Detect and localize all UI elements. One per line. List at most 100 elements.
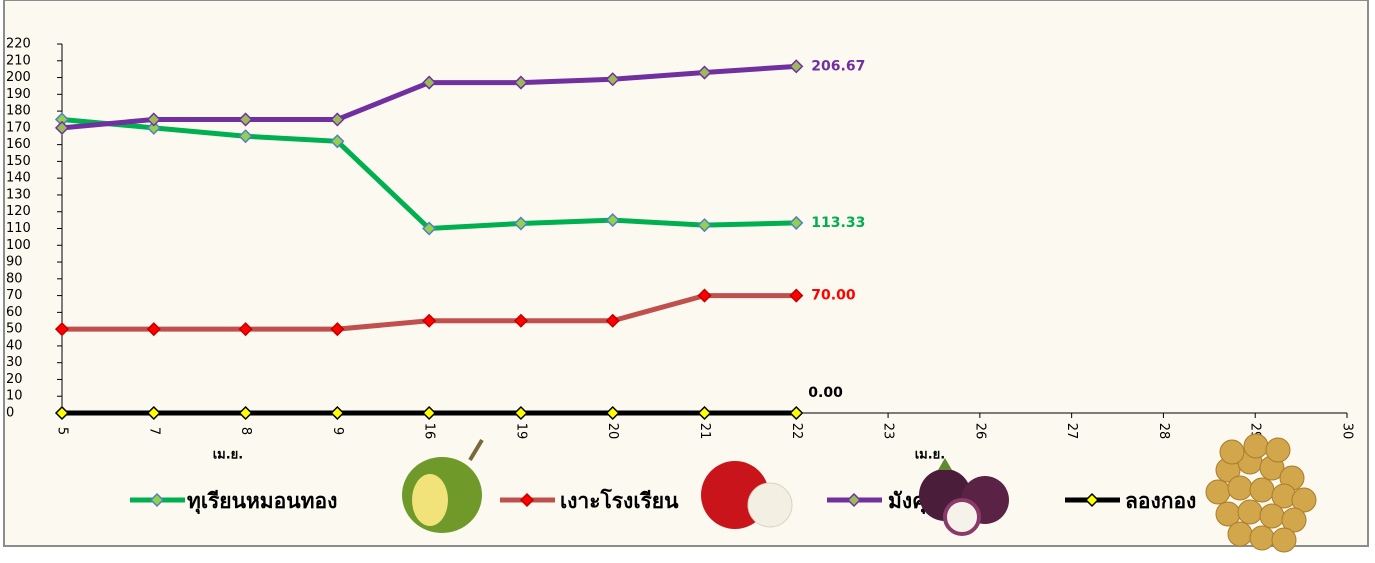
x-tick-label: 22 [789, 423, 804, 440]
chart-frame [3, 0, 1369, 547]
marker [238, 129, 253, 144]
y-tick-label: 160 [6, 137, 31, 152]
marker [54, 405, 70, 421]
x-tick-label: 26 [972, 423, 987, 440]
marker [789, 59, 804, 74]
marker [330, 134, 345, 149]
y-tick-label: 110 [6, 221, 31, 236]
x-tick-label: 27 [1064, 423, 1079, 440]
marker [513, 216, 528, 231]
legend-label: ทุเรียนหมอนทอง [187, 489, 337, 515]
value-label: 206.67 [811, 58, 865, 74]
durian-image [402, 438, 484, 533]
longan-fruit [1227, 521, 1253, 547]
x-tick-label: 28 [1156, 423, 1171, 440]
marker [789, 288, 804, 303]
x-tick-label: 5 [55, 427, 70, 435]
x-tick-label: 20 [605, 423, 620, 440]
marker [422, 313, 437, 328]
fruit-images [402, 433, 1317, 553]
longan-fruit [1271, 527, 1297, 553]
y-tick-label: 150 [6, 154, 31, 169]
x-tick-label: 19 [513, 423, 528, 440]
longan-fruit [1249, 477, 1275, 503]
x-tick-label: 21 [697, 423, 712, 440]
longan-fruit [1237, 499, 1263, 525]
marker [605, 72, 620, 87]
marker [330, 112, 345, 127]
y-tick-label: 170 [6, 120, 31, 135]
y-tick-label: 200 [6, 70, 31, 85]
longan-fruit [1265, 437, 1291, 463]
x-tick-label: 7 [146, 427, 161, 435]
longan-image [1205, 433, 1317, 553]
marker [146, 120, 161, 135]
marker [605, 313, 620, 328]
marker [422, 221, 437, 236]
marker [146, 112, 161, 127]
marker [605, 405, 620, 421]
marker [238, 322, 253, 337]
marker [846, 492, 862, 508]
plot-area: 0102030405060708090100110120130140150160… [6, 37, 1355, 463]
marker [238, 405, 253, 421]
longan-fruit [1205, 479, 1231, 505]
x-group-label: เม.ย. [213, 448, 244, 463]
marker [422, 405, 437, 421]
legend-label: ลองกอง [1125, 489, 1196, 513]
y-tick-label: 120 [6, 204, 31, 219]
y-tick-label: 190 [6, 87, 31, 102]
value-label: 0.00 [808, 385, 843, 401]
longan-fruit [1227, 475, 1253, 501]
marker [697, 405, 712, 421]
marker [149, 492, 165, 508]
legend: ทุเรียนหมอนทอง เงาะโรงเรียน มังคุด ลองกอง [130, 488, 1196, 515]
y-tick-label: 40 [6, 338, 23, 353]
y-tick-label: 10 [6, 389, 23, 404]
marker [519, 492, 535, 508]
y-tick-label: 140 [6, 171, 31, 186]
longan-fruit [1259, 503, 1285, 529]
value-label: 70.00 [811, 288, 856, 304]
marker [146, 322, 161, 337]
marker [54, 120, 70, 135]
y-tick-label: 0 [6, 406, 14, 421]
x-tick-label: 16 [422, 423, 437, 440]
marker [513, 313, 528, 328]
longan-fruit [1291, 487, 1317, 513]
longan-fruit [1249, 525, 1275, 551]
y-tick-label: 210 [6, 53, 31, 68]
marker [789, 215, 804, 230]
x-tick-label: 9 [330, 427, 345, 435]
mangosteen-image [919, 458, 1009, 536]
marker [330, 322, 345, 337]
marker [605, 213, 620, 228]
marker [422, 75, 437, 90]
y-tick-label: 180 [6, 104, 31, 119]
y-tick-label: 50 [6, 322, 23, 337]
y-tick-label: 130 [6, 187, 31, 202]
x-group-label: เม.ย. [915, 448, 946, 463]
legend-label: เงาะโรงเรียน [560, 488, 679, 513]
rambutan-image [701, 461, 793, 529]
marker [238, 112, 253, 127]
marker [330, 405, 345, 421]
x-tick-label: 23 [881, 423, 896, 440]
y-tick-label: 80 [6, 271, 23, 286]
marker [513, 405, 528, 421]
marker [697, 218, 712, 233]
marker [146, 405, 161, 421]
marker [697, 288, 712, 303]
longan-fruit [1219, 439, 1245, 465]
y-tick-label: 70 [6, 288, 23, 303]
y-tick-label: 220 [6, 37, 31, 52]
y-tick-label: 90 [6, 255, 23, 270]
y-tick-label: 20 [6, 372, 23, 387]
marker [54, 322, 70, 337]
marker [789, 405, 804, 421]
y-tick-label: 30 [6, 355, 23, 370]
longan-fruit [1243, 433, 1269, 459]
y-tick-label: 60 [6, 305, 23, 320]
x-tick-label: 30 [1340, 423, 1355, 440]
